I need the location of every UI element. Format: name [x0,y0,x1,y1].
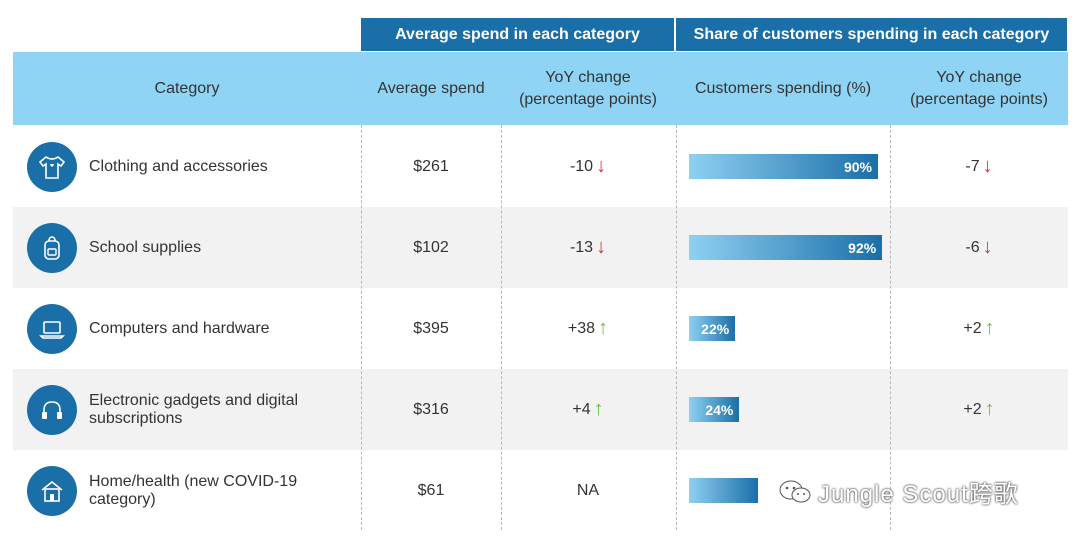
arrow-up-icon: ↑ [984,317,995,339]
yoy-spend-header-line1: YoY change [545,68,631,86]
yoy-share-cell: -7 ↓ [890,126,1068,207]
share-bar: 90% [689,154,878,179]
arrow-down-icon: ↓ [982,236,993,258]
yoy-spend-value: -10 [569,157,594,175]
share-bar: 92% [689,235,883,260]
house-icon [27,465,77,516]
share-bar-label: 90% [843,158,872,175]
backpack-icon [27,222,77,273]
wechat-icon [778,478,812,506]
avg-spend-value: $395 [413,319,449,337]
category-label: Clothing and accessories [89,157,268,175]
customers-header: Customers spending (%) [694,79,872,97]
avg-spend-value: $61 [417,481,445,499]
yoy-spend-cell: NA [501,450,675,531]
avg-spend-group-header: Average spend in each category [361,18,674,51]
yoy-spend-value: +4 [572,400,591,418]
avg-spend-value: $102 [413,238,449,256]
category-label: Home/health (new COVID-19 category) [89,472,298,508]
yoy-spend-cell: -10 ↓ [501,126,675,207]
tshirt-icon [27,141,77,192]
avg-spend-value: $261 [413,157,449,175]
arrow-up-icon: ↑ [593,398,604,420]
yoy-spend-cell: +38 ↑ [501,288,675,369]
arrow-down-icon: ↓ [982,155,993,177]
share-bar [689,478,759,503]
table-row: Computers and hardware $395 +38 ↑ 22% +2 ↑ [13,288,1068,369]
column-divider [361,125,362,530]
table-row: School supplies $102 -13 ↓ 92% -6 ↓ [13,207,1068,288]
column-header-row: Category Average spend YoY change (perce… [13,52,1068,125]
yoy-spend-cell: -13 ↓ [501,207,675,288]
table-row: Electronic gadgets and digital subscript… [13,369,1068,450]
yoy-share-value: -7 [965,157,980,175]
yoy-spend-value: NA [576,481,600,499]
share-bar: 24% [689,397,740,422]
headphones-icon [27,384,77,435]
yoy-spend-value: -13 [569,238,594,256]
avg-spend-header: Average spend [377,79,485,97]
avg-spend-value: $316 [413,400,449,418]
category-cell: Home/health (new COVID-19 category) [13,450,361,531]
share-bar-label: 92% [848,239,877,256]
share-bar: 22% [689,316,736,341]
category-cell: School supplies [13,207,361,288]
yoy-share-value: +2 [963,319,982,337]
category-label: School supplies [89,238,202,256]
table-row: Home/health (new COVID-19 category) $61 … [13,450,1068,531]
arrow-up-icon: ↑ [984,398,995,420]
watermark-text: Jungle Scout跨歌 [818,481,1019,508]
yoy-share-header-line1: YoY change [936,68,1022,86]
column-divider [890,125,891,530]
yoy-share-header-line2: (percentage points) [910,90,1048,108]
share-bar-label: 24% [705,401,734,418]
arrow-down-icon: ↓ [596,155,607,177]
arrow-down-icon: ↓ [596,236,607,258]
column-divider [676,125,677,530]
yoy-spend-header-line2: (percentage points) [519,90,657,108]
yoy-spend-header: YoY change (percentage points) [501,52,675,125]
category-cell: Clothing and accessories [13,126,361,207]
share-group-header: Share of customers spending in each cate… [676,18,1067,51]
category-cell: Computers and hardware [13,288,361,369]
yoy-spend-cell: +4 ↑ [501,369,675,450]
category-label: Computers and hardware [89,319,270,337]
category-cell: Electronic gadgets and digital subscript… [13,369,361,450]
category-label: Electronic gadgets and digital subscript… [89,391,299,427]
yoy-share-cell: -6 ↓ [890,207,1068,288]
yoy-share-cell: +2 ↑ [890,369,1068,450]
laptop-icon [27,303,77,354]
table-row: Clothing and accessories $261 -10 ↓ 90% -… [13,126,1068,207]
yoy-share-value: +2 [963,400,982,418]
column-divider [501,125,502,530]
yoy-share-value: -6 [965,238,980,256]
watermark: Jungle Scout跨歌 [778,474,1019,509]
yoy-share-cell: +2 ↑ [890,288,1068,369]
yoy-share-header: YoY change (percentage points) [890,52,1068,125]
arrow-up-icon: ↑ [598,317,609,339]
share-bar-label: 22% [701,320,730,337]
category-header: Category [154,79,220,97]
yoy-spend-value: +38 [567,319,596,337]
